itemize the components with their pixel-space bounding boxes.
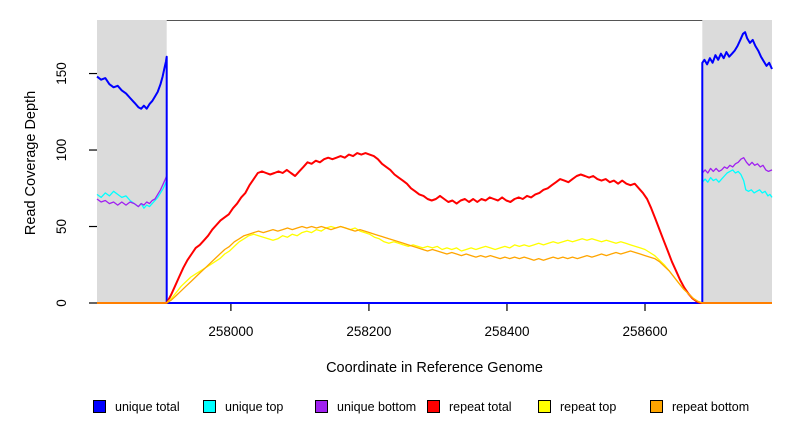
y-tick-label: 50 xyxy=(54,219,69,234)
legend-item-label: repeat top xyxy=(560,399,617,414)
series-line-unique-bottom xyxy=(96,157,773,304)
legend-item-unique-bottom: unique bottom xyxy=(315,399,416,414)
x-tick-label: 258600 xyxy=(622,324,667,339)
legend-swatch-unique-bottom xyxy=(315,400,328,413)
legend-item-label: unique bottom xyxy=(337,399,417,414)
legend-swatch-unique-total xyxy=(93,400,106,413)
y-tick-label: 0 xyxy=(54,299,69,307)
series-line-repeat-top xyxy=(97,225,772,304)
x-tick-label: 258200 xyxy=(346,324,391,339)
legend-item-label: unique top xyxy=(225,399,284,414)
legend-swatch-repeat-total xyxy=(427,400,440,413)
legend-item-label: repeat bottom xyxy=(672,399,750,414)
legend-item-label: repeat total xyxy=(449,399,512,414)
y-tick-label: 100 xyxy=(54,139,69,162)
legend-item-label: unique total xyxy=(115,399,180,414)
legend-item-unique-top: unique top xyxy=(203,399,283,414)
legend-item-repeat-total: repeat total xyxy=(427,399,512,414)
shaded-region-unique-right xyxy=(702,20,772,303)
legend-item-repeat-top: repeat top xyxy=(538,399,616,414)
legend-item-unique-total: unique total xyxy=(93,399,180,414)
legend-item-repeat-bottom: repeat bottom xyxy=(650,399,749,414)
y-axis-title: Read Coverage Depth xyxy=(23,90,39,236)
shaded-region-unique-left xyxy=(97,20,167,303)
series-line-repeat-bottom xyxy=(97,225,772,304)
legend-swatch-unique-top xyxy=(203,400,216,413)
series-line-unique-total xyxy=(96,31,773,304)
series-line-unique-top xyxy=(96,169,773,304)
y-tick-label: 150 xyxy=(54,62,69,85)
legend-swatch-repeat-top xyxy=(538,400,551,413)
series-line-repeat-total xyxy=(97,152,772,304)
x-tick-label: 258400 xyxy=(484,324,529,339)
x-tick-label: 258000 xyxy=(208,324,253,339)
x-axis-title: Coordinate in Reference Genome xyxy=(326,360,543,376)
legend-swatch-repeat-bottom xyxy=(650,400,663,413)
